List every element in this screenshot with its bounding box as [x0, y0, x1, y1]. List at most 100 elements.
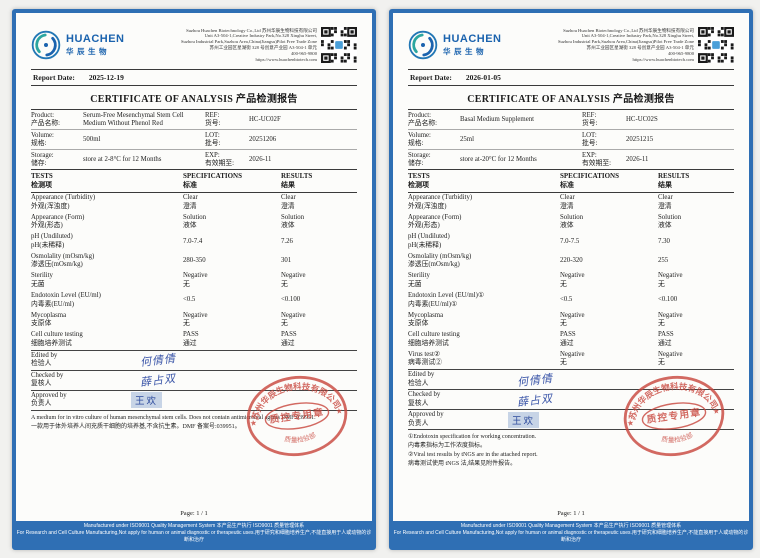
text-line: 无	[658, 359, 665, 367]
text-line: 无	[183, 320, 190, 328]
text-line: 7.30	[658, 237, 670, 245]
text-line: 通过	[183, 339, 197, 347]
edited-by-label: Edited by 检验人	[31, 351, 58, 368]
certificate-document-right: HUACHEN 华辰生物 Suzhou Huachen Biotechnolog…	[389, 9, 753, 550]
info-row-storage: Storage: 储存: store at-20°C for 12 Months…	[408, 150, 734, 169]
text-line: Suzhou Huachen Biotechnology Co.,Ltd 苏州华…	[186, 27, 317, 33]
text-line: 苏州工业园区星湖街 328 号创意产业园 A3-504-1 单元	[586, 45, 694, 50]
text-line: 无	[560, 359, 567, 367]
text-line: pH (Undiluted)	[31, 233, 73, 241]
company-name-en: HUACHEN	[443, 33, 502, 45]
certificate-document-left: HUACHEN 华辰生物 Suzhou Huachen Biotechnolog…	[12, 9, 376, 550]
test-spec: 7.0-7.5	[560, 233, 658, 250]
text-line: Negative	[658, 311, 683, 319]
text-line: PASS	[183, 331, 199, 339]
test-row: Osmolality (mOsm/kg) 渗透压(mOsm/kg) 280-350 3…	[31, 252, 357, 272]
tests-col-header: TESTS 检测项	[31, 172, 53, 189]
test-spec: Negative 无	[560, 312, 658, 329]
test-row: Endotoxin Level (EU/ml)① 内毒素(EU/ml)① <0.5 <…	[408, 291, 734, 311]
text-line: Endotoxin Level (EU/ml)	[31, 292, 101, 299]
test-name: Osmolality (mOsm/kg) 渗透压(mOsm/kg)	[408, 253, 560, 270]
company-name-cn: 华辰生物	[443, 47, 487, 56]
exp-label: EXP: 有效期至:	[582, 151, 612, 167]
text-line: 内毒素(EU/ml)①	[408, 300, 458, 308]
test-name: Mycoplasma 支原体	[408, 312, 560, 329]
ref-label: REF: 货号:	[582, 111, 598, 127]
footer-bar: Manufactured under ISO9001 Quality Manag…	[393, 521, 749, 546]
test-row: Appearance (Form) 外观(形态) Solution 液体 Solutio…	[408, 213, 734, 233]
text-line: Solution	[281, 213, 305, 221]
text-line: 255	[658, 257, 669, 265]
test-name: Appearance (Turbidity) 外观(浑浊度)	[408, 194, 560, 211]
logo-text: HUACHEN 华辰生物	[443, 33, 502, 57]
page-number: Page: 1 / 1	[180, 510, 208, 517]
text-line: Clear	[183, 194, 198, 202]
text-line: ②Viral test results by tNGS are in the a…	[408, 452, 538, 459]
company-name-cn: 华辰生物	[66, 47, 110, 56]
text-line: PASS	[560, 331, 576, 339]
text-line: Negative	[560, 350, 585, 358]
ref-label: REF: 货号:	[205, 111, 221, 127]
text-line: 无	[560, 320, 567, 328]
text-line: Negative	[281, 311, 306, 319]
text-line: Solution	[560, 213, 584, 221]
volume-value: 500ml	[83, 135, 101, 143]
storage-value: store at 2-8°C for 12 Months	[83, 155, 162, 163]
divider	[31, 85, 357, 86]
text-line: https://www.huachenbiotech.com	[632, 56, 694, 62]
text-line: A medium for in vitro culture of human m…	[31, 414, 316, 421]
test-name: pH (Undiluted) pH(未稀释)	[31, 233, 183, 250]
approved-by-label: Approved by 负责人	[408, 411, 444, 427]
text-line: Sterility	[31, 272, 53, 280]
exp-label: EXP: 有效期至:	[205, 151, 235, 167]
specifications-col-header: SPECIFICATIONS 标准	[560, 172, 619, 189]
sign-row-checked: Checked by 复核人 薛占双	[408, 389, 734, 409]
text-line: 内毒素(EU/ml)	[31, 300, 75, 308]
exp-value: 2026-11	[626, 155, 649, 163]
test-name: Appearance (Turbidity) 外观(浑浊度)	[31, 194, 183, 211]
text-line: 病毒测试使用 tNGS 法,结果见附件报告。	[408, 461, 517, 468]
svg-text:质量检验部: 质量检验部	[283, 430, 318, 447]
qr-code-graphic	[698, 27, 734, 63]
divider	[408, 109, 734, 110]
text-line: 无	[560, 281, 567, 289]
page-number: Page: 1 / 1	[557, 510, 585, 517]
test-name: Mycoplasma 支原体	[31, 312, 183, 329]
test-row: Cell culture testing 细胞培养测试 PASS 通过 PASS 通过	[31, 330, 357, 350]
text-line: 7.0-7.4	[183, 237, 203, 245]
test-name: Cell culture testing 细胞培养测试	[31, 331, 183, 348]
text-line: Negative	[281, 272, 306, 280]
info-row-volume: Volume: 规格: 25ml LOT: 批号: 20251215	[408, 130, 734, 149]
text-line: Suzhou Industrial Park,Suzhou Area,China…	[557, 39, 694, 45]
test-res: PASS 通过	[658, 331, 734, 348]
report-date-label: Report Date:	[33, 73, 75, 82]
text-line: ①Endotoxin specification for working con…	[408, 434, 537, 441]
text-line: 301	[281, 257, 292, 265]
test-name: Sterility 无菌	[31, 272, 183, 289]
divider	[408, 149, 734, 150]
footer-bar: Manufactured under ISO9001 Quality Manag…	[16, 521, 372, 546]
text-line: 无	[183, 281, 190, 289]
divider	[31, 169, 357, 170]
text-line: Suzhou Huachen Biotechnology Co.,Ltd 苏州华…	[563, 27, 694, 33]
signature-approved: 王欢	[508, 411, 540, 428]
test-spec: Solution 液体	[560, 214, 658, 231]
text-line: 外观(浑浊度)	[31, 202, 70, 210]
company-address: Suzhou Huachen Biotechnology Co.,Ltd 苏州华…	[530, 28, 698, 63]
text-line: Negative	[560, 311, 585, 319]
divider	[408, 429, 734, 431]
text-line: 400-965-9800	[667, 50, 694, 56]
report-date-value: 2025-12-19	[88, 73, 124, 82]
text-line: Solution	[658, 213, 682, 221]
text-line: 7.0-7.5	[560, 237, 580, 245]
results-col-header: RESULTS 结果	[281, 172, 313, 189]
lot-value: 20251215	[626, 135, 654, 143]
test-row: pH (Undiluted) pH(未稀释) 7.0-7.5 7.30	[408, 232, 734, 252]
huachen-logo-icon	[408, 30, 438, 60]
text-line: 澄清	[560, 202, 574, 210]
text-line: 细胞培养测试	[31, 339, 72, 347]
text-line: Clear	[560, 194, 575, 202]
text-line: Medium Without Phenol Red	[83, 119, 163, 127]
divider	[31, 409, 357, 411]
test-row: Osmolality (mOsm/kg) 渗透压(mOsm/kg) 220-320 2…	[408, 252, 734, 272]
